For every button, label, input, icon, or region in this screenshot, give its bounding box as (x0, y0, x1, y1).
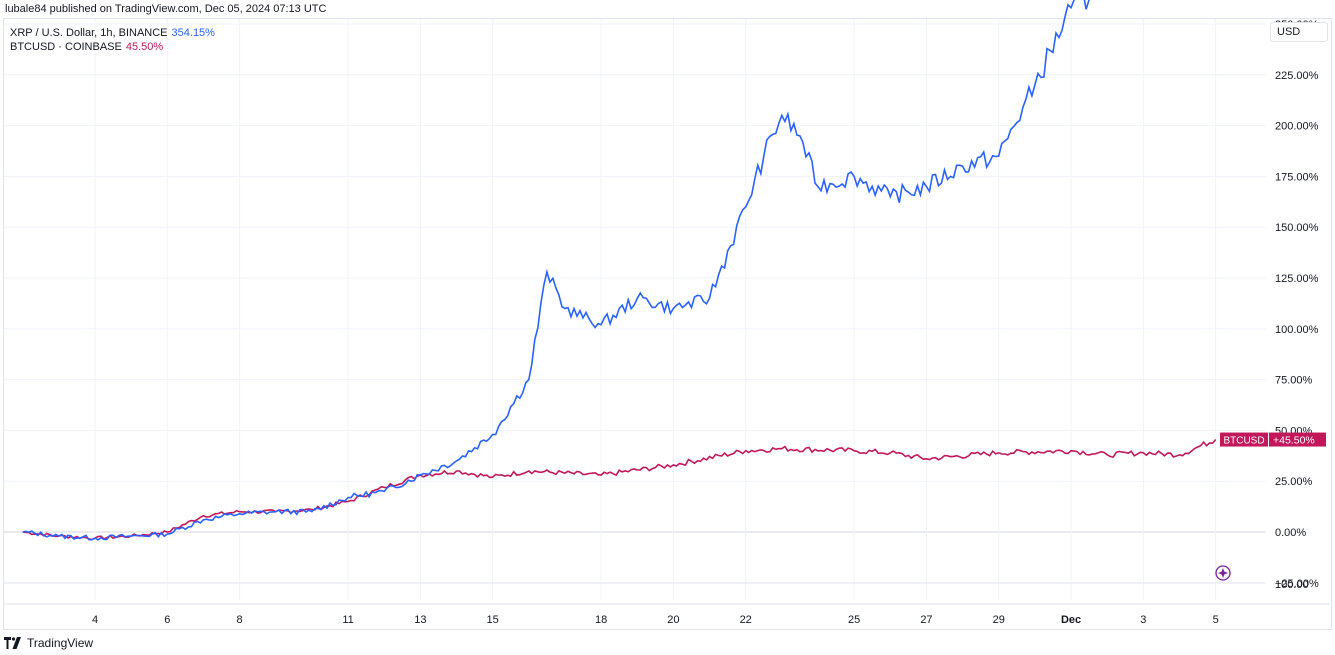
chart-legend: XRP / U.S. Dollar, 1h, BINANCE 354.15% BT… (10, 26, 215, 54)
x-tick-label: 6 (164, 614, 170, 626)
y-tick-label: 150.00% (1275, 222, 1319, 234)
x-tick-label: 15 (487, 614, 499, 626)
y-tick-label: 175.00% (1275, 171, 1319, 183)
chart-frame (3, 18, 1332, 630)
y-tick-label: 125.00% (1275, 273, 1319, 285)
legend-xrp-value: 354.15% (171, 27, 215, 39)
legend-btc-value: 45.50% (125, 41, 164, 53)
x-tick-label: 11 (342, 614, 353, 626)
x-tick-label: 20 (667, 614, 679, 626)
legend-row-btc[interactable]: BTCUSD · COINBASE 45.50% (10, 40, 215, 54)
x-tick-label: 18 (595, 614, 607, 626)
x-tick-label: 22 (740, 614, 752, 626)
ai-sparkle-star (1218, 568, 1228, 578)
y-tick-label: 75.00% (1275, 375, 1313, 387)
tradingview-logo-icon (4, 637, 21, 649)
y-tick-label: 225.00% (1275, 70, 1319, 82)
x-tick-label: 4 (92, 614, 98, 626)
series-line-btcusd (22, 438, 1217, 541)
y-tick-label: 0.00% (1275, 527, 1306, 539)
x-tick-label: 5 (1213, 614, 1219, 626)
x-tick-label: 13 (414, 614, 426, 626)
y-tick-label: 100.00 (1275, 579, 1309, 591)
legend-row-xrp[interactable]: XRP / U.S. Dollar, 1h, BINANCE 354.15% (10, 26, 215, 40)
series-line-xrpusd (22, 0, 1090, 541)
y-tick-label: 25.00% (1275, 476, 1313, 488)
y-tick-label: 100.00% (1275, 324, 1319, 336)
y-tick-label: 200.00% (1275, 121, 1319, 133)
legend-btc-name: BTCUSD · COINBASE (10, 41, 122, 53)
x-tick-label: 8 (237, 614, 243, 626)
btcusd-name-text: BTCUSD (1223, 436, 1264, 447)
x-tick-label: 25 (848, 614, 860, 626)
legend-xrp-name: XRP / U.S. Dollar, 1h, BINANCE (10, 27, 168, 39)
x-tick-label: 27 (920, 614, 932, 626)
footer-brand[interactable]: TradingView (4, 636, 93, 650)
published-by-text: lubale84 published on TradingView.com, D… (5, 3, 327, 15)
y-tick-label: −25.00% (1275, 578, 1319, 590)
x-tick-label: 3 (1140, 614, 1146, 626)
btcusd-value-text: +45.50% (1273, 435, 1315, 447)
x-tick-label: 29 (993, 614, 1005, 626)
x-tick-label: Dec (1061, 614, 1081, 626)
footer-brand-label: TradingView (27, 636, 94, 650)
btcusd-name-tag (1220, 432, 1268, 447)
btcusd-value-tag (1269, 432, 1326, 447)
currency-selector[interactable]: USD (1270, 22, 1328, 42)
